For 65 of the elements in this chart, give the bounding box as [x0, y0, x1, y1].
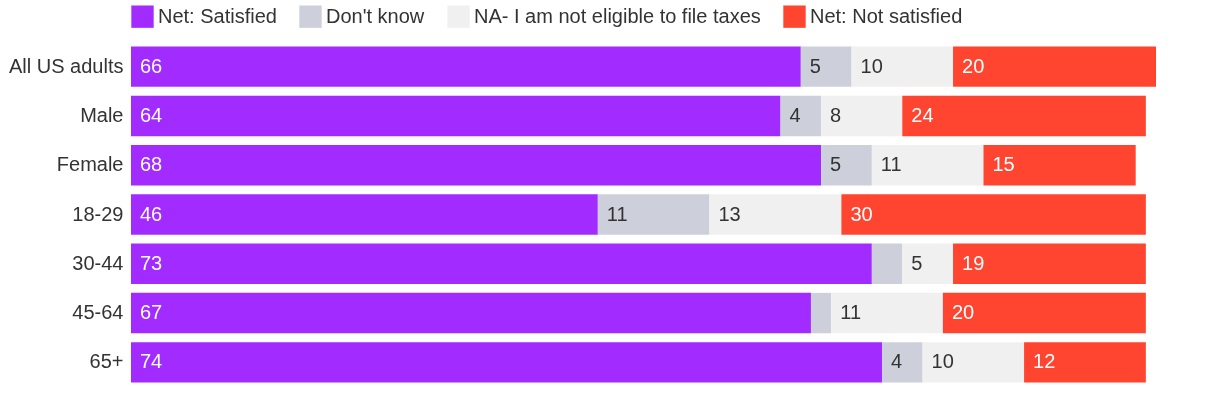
bar	[851, 46, 954, 87]
bar	[902, 95, 1146, 137]
y-tick-label: 45-64	[72, 301, 124, 324]
bar	[131, 194, 598, 235]
data-label: 5	[911, 251, 923, 274]
data-label: 46	[140, 202, 163, 225]
data-label: 20	[951, 301, 975, 324]
bar	[800, 46, 852, 87]
data-label: 8	[830, 103, 842, 126]
y-tick-label: Female	[56, 153, 124, 176]
legend-label: Net: Not satisfied	[810, 4, 963, 27]
bar	[922, 342, 1025, 383]
legend-label: Net: Satisfied	[158, 4, 277, 27]
data-label: 12	[1033, 350, 1056, 373]
y-tick-label: 18-29	[72, 202, 124, 225]
data-label: 11	[840, 301, 862, 324]
bar	[131, 95, 781, 137]
bar	[810, 292, 832, 334]
bar	[1024, 342, 1146, 383]
data-label: 4	[890, 350, 903, 373]
y-tick-label: Male	[80, 103, 124, 126]
bar	[871, 145, 984, 186]
data-label: 24	[911, 103, 934, 126]
data-label: 5	[809, 54, 821, 77]
bar	[953, 243, 1146, 284]
data-label: 13	[718, 202, 741, 225]
bar	[131, 292, 811, 334]
y-tick-label: 65+	[89, 350, 124, 373]
data-label: 66	[140, 54, 163, 77]
bar	[780, 95, 822, 137]
data-label: 73	[140, 251, 163, 274]
bar	[131, 46, 801, 87]
y-tick-label: 30-44	[72, 251, 124, 274]
bar	[131, 342, 882, 383]
bar	[983, 145, 1136, 186]
bar	[841, 194, 1146, 235]
data-label: 30	[850, 202, 873, 225]
data-label: 68	[140, 153, 163, 176]
bar	[131, 243, 872, 284]
y-tick-label: All US adults	[9, 54, 124, 77]
data-label: 20	[962, 54, 985, 77]
bar	[953, 46, 1156, 87]
bar	[709, 194, 842, 235]
bar	[821, 145, 872, 186]
bar	[821, 95, 903, 137]
bar	[942, 292, 1146, 334]
data-label: 19	[962, 251, 985, 274]
data-label: 10	[860, 54, 883, 77]
data-label: 74	[140, 350, 163, 373]
data-label: 15	[992, 153, 1015, 176]
bar	[902, 243, 954, 284]
bar	[131, 145, 822, 186]
bar	[871, 243, 903, 284]
data-label: 10	[931, 350, 954, 373]
legend-label: Don't know	[326, 4, 425, 27]
data-label: 64	[140, 103, 163, 126]
data-label: 5	[830, 153, 842, 176]
data-label: 4	[789, 103, 801, 126]
data-label: 67	[140, 301, 163, 324]
legend-label: NA- I am not eligible to file taxes	[474, 4, 761, 27]
data-label: 11	[880, 153, 902, 176]
bar	[881, 342, 923, 383]
bar	[597, 194, 710, 235]
bar	[831, 292, 943, 334]
data-label: 11	[606, 202, 628, 225]
